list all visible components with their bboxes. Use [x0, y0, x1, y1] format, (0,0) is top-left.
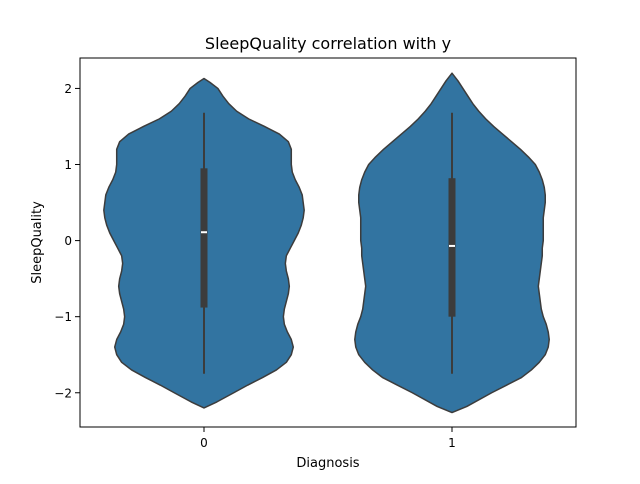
y-axis-label: SleepQuality	[30, 201, 45, 284]
x-tick-label: 1	[448, 436, 456, 450]
iqr-box-0	[200, 168, 208, 308]
y-tick-label: −2	[54, 386, 72, 400]
y-tick-label: 2	[64, 82, 72, 96]
chart-title: SleepQuality correlation with y	[205, 34, 451, 53]
y-tick-label: 0	[64, 234, 72, 248]
plot-area-frame	[79, 57, 577, 428]
x-axis-label: Diagnosis	[296, 456, 359, 471]
box-layer	[200, 112, 456, 374]
iqr-box-1	[448, 178, 456, 317]
y-tick-label: 1	[64, 158, 72, 172]
y-axis: −2 −1 0 1 2	[54, 82, 80, 400]
x-tick-label: 0	[200, 436, 208, 450]
y-tick-label: −1	[54, 310, 72, 324]
